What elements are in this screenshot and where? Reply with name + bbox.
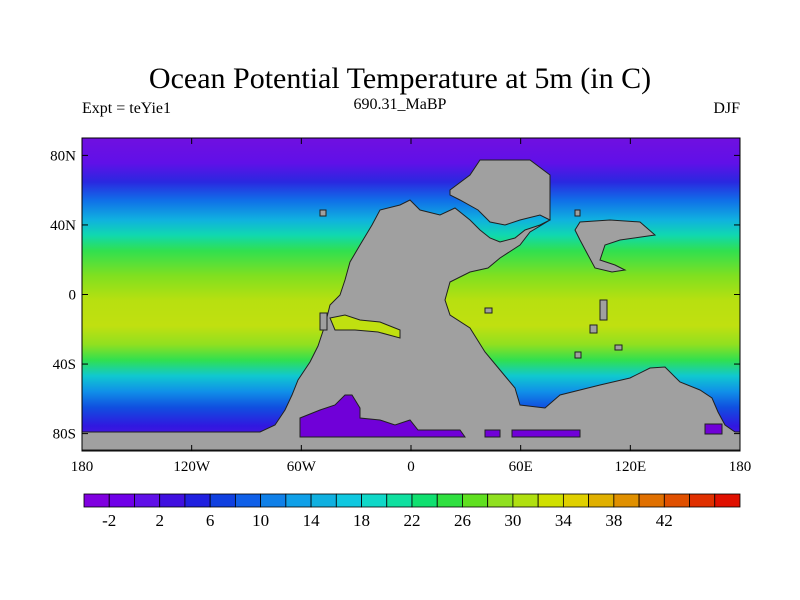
colorbar-swatch	[638, 493, 665, 508]
colorbar-labels: -2 2 6 10 14 18 22 26 30 34 38 42	[102, 511, 673, 530]
colorbar-swatch	[159, 493, 186, 508]
colorbar-swatch	[537, 493, 564, 508]
lat-tick-label: 0	[69, 288, 77, 304]
island-mid-4	[614, 344, 623, 351]
cold-sea-west	[299, 394, 466, 438]
colorbar-swatch	[335, 493, 362, 508]
colorbar-swatch	[209, 493, 236, 508]
colorbar-label: -2	[102, 511, 116, 530]
latitude-axis: 80N 40N 0 40S 80S	[50, 148, 740, 443]
lon-tick-label: 60E	[509, 459, 533, 475]
cold-seas	[299, 394, 723, 438]
lon-tick-label: 120E	[614, 459, 646, 475]
land-east-large	[81, 159, 741, 451]
land-east-peninsula	[574, 219, 657, 273]
colorbar-label: 22	[404, 511, 421, 530]
colorbar-swatch	[462, 493, 489, 508]
colorbar-label: 42	[656, 511, 673, 530]
colorbar-label: 38	[605, 511, 622, 530]
lon-tick-label: 60W	[287, 459, 317, 475]
colorbar-swatch	[361, 493, 388, 508]
colorbar-swatch	[184, 493, 211, 508]
colorbar-swatch	[487, 493, 514, 508]
island-mid-1	[319, 312, 328, 331]
colorbar-swatch	[588, 493, 615, 508]
colorbar-label: 2	[155, 511, 164, 530]
lat-tick-label: 40N	[50, 218, 76, 234]
colorbar-label: 14	[303, 511, 321, 530]
colorbar-swatch	[613, 493, 640, 508]
colorbar-swatch	[310, 493, 337, 508]
cold-sea-mid	[484, 429, 501, 438]
colorbar-swatch	[411, 493, 438, 508]
island-mid-6	[589, 324, 598, 334]
colorbar-swatch	[663, 493, 690, 508]
lat-tick-label: 40S	[53, 357, 76, 373]
lat-tick-label: 80N	[50, 148, 76, 164]
longitude-axis: 180 120W 60W 0 60E 120E 180	[71, 138, 752, 475]
cold-sea-east	[511, 429, 581, 438]
colorbar-label: 26	[454, 511, 471, 530]
lon-tick-label: 120W	[173, 459, 211, 475]
season-label: DJF	[713, 100, 740, 117]
colorbar-swatch	[436, 493, 463, 508]
lon-tick-label: 0	[407, 459, 415, 475]
colorbar-swatch	[108, 493, 135, 508]
colorbar-swatch	[134, 493, 161, 508]
colorbar	[83, 493, 741, 508]
warm-inlet	[329, 314, 401, 339]
island-mid-3	[599, 299, 608, 321]
colorbar-label: 6	[206, 511, 215, 530]
island-mid-5	[574, 351, 582, 359]
colorbar-swatch	[83, 493, 110, 508]
colorbar-label: 34	[555, 511, 573, 530]
colorbar-swatch	[689, 493, 716, 508]
colorbar-swatch	[285, 493, 312, 508]
colorbar-swatch	[512, 493, 539, 508]
island-mid-2	[484, 307, 493, 314]
map-title: Ocean Potential Temperature at 5m (in C)	[148, 62, 652, 95]
colorbar-swatch	[234, 493, 262, 508]
lon-tick-label: 180	[729, 459, 752, 475]
island-small-ne	[574, 209, 581, 217]
land-masses	[81, 159, 741, 451]
colorbar-label: 30	[504, 511, 521, 530]
island-small-north	[319, 209, 327, 217]
age-label: 690.31_MaBP	[353, 96, 447, 113]
cold-sea-far-east	[704, 423, 723, 435]
experiment-label: Expt = teYie1	[82, 100, 172, 117]
colorbar-swatch	[386, 493, 413, 508]
colorbar-label: 10	[252, 511, 269, 530]
lon-tick-label: 180	[71, 459, 94, 475]
colorbar-swatch	[260, 493, 287, 508]
colorbar-label: 18	[353, 511, 370, 530]
lat-tick-label: 80S	[53, 427, 76, 443]
colorbar-swatch	[714, 493, 741, 508]
colorbar-swatch	[562, 493, 590, 508]
